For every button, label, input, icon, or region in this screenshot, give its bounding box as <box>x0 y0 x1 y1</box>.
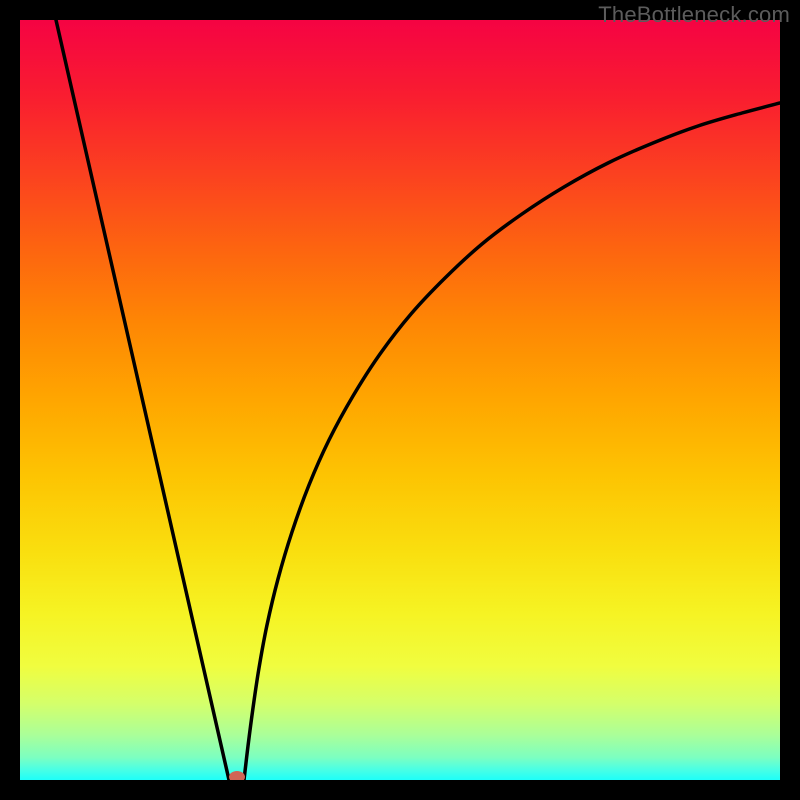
chart-frame: TheBottleneck.com <box>0 0 800 800</box>
plot-area <box>20 20 780 780</box>
gradient-background <box>20 20 780 780</box>
watermark-text: TheBottleneck.com <box>598 2 790 28</box>
bottleneck-curve-chart <box>20 20 780 780</box>
